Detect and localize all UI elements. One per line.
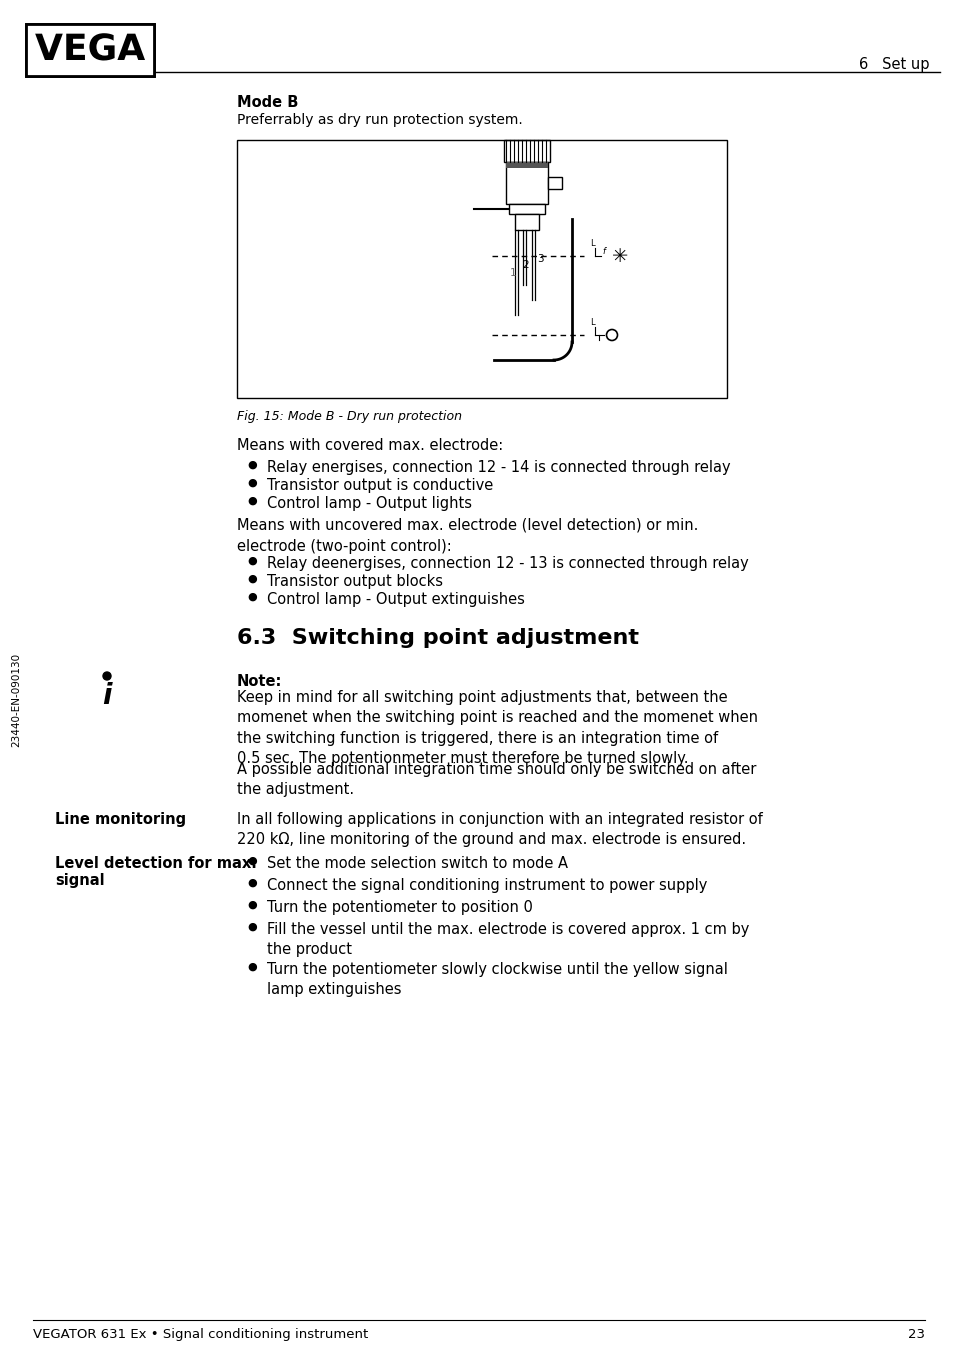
Bar	[509, 204, 544, 214]
Bar	[503, 139, 550, 162]
Text: L: L	[589, 240, 594, 248]
Text: ●: ●	[247, 922, 256, 932]
Text: ●: ●	[247, 961, 256, 972]
Text: ●: ●	[247, 877, 256, 888]
Text: Note:: Note:	[236, 674, 282, 689]
Text: Relay energises, connection 12 - 14 is connected through relay: Relay energises, connection 12 - 14 is c…	[267, 460, 730, 475]
Text: Set the mode selection switch to mode A: Set the mode selection switch to mode A	[267, 856, 567, 871]
Circle shape	[103, 672, 111, 680]
Text: A possible additional integration time should only be switched on after
the adju: A possible additional integration time s…	[236, 762, 756, 798]
Text: ●: ●	[247, 496, 256, 506]
Text: Level detection for max.
signal: Level detection for max. signal	[55, 856, 256, 888]
Text: ✳: ✳	[612, 246, 628, 265]
Text: VEGATOR 631 Ex • Signal conditioning instrument: VEGATOR 631 Ex • Signal conditioning ins…	[33, 1328, 368, 1340]
Text: Preferrably as dry run protection system.: Preferrably as dry run protection system…	[236, 112, 522, 127]
Text: ●: ●	[247, 478, 256, 487]
Text: 23: 23	[907, 1328, 924, 1340]
Bar	[515, 214, 538, 230]
Text: Control lamp - Output extinguishes: Control lamp - Output extinguishes	[267, 592, 524, 607]
Text: 2: 2	[522, 260, 529, 269]
Bar	[505, 162, 547, 168]
Text: 3: 3	[537, 255, 543, 264]
Bar	[505, 162, 547, 204]
Text: ●: ●	[247, 900, 256, 910]
Text: Fig. 15: Mode B - Dry run protection: Fig. 15: Mode B - Dry run protection	[236, 410, 461, 422]
Text: Means with uncovered max. electrode (level detection) or min.
electrode (two-poi: Means with uncovered max. electrode (lev…	[236, 519, 698, 554]
Text: Turn the potentiometer slowly clockwise until the yellow signal
lamp extinguishe: Turn the potentiometer slowly clockwise …	[267, 961, 727, 997]
Text: Connect the signal conditioning instrument to power supply: Connect the signal conditioning instrume…	[267, 877, 706, 894]
Text: ●: ●	[247, 856, 256, 867]
Bar	[236, 139, 726, 398]
Text: ●: ●	[247, 574, 256, 584]
Text: Mode B: Mode B	[236, 95, 298, 110]
Text: 6.3  Switching point adjustment: 6.3 Switching point adjustment	[236, 628, 639, 649]
Text: L: L	[589, 318, 594, 328]
Text: Line monitoring: Line monitoring	[55, 812, 186, 827]
Text: Relay deenergises, connection 12 - 13 is connected through relay: Relay deenergises, connection 12 - 13 is…	[267, 556, 748, 571]
Text: ●: ●	[247, 592, 256, 603]
Text: Transistor output is conductive: Transistor output is conductive	[267, 478, 493, 493]
Text: 1: 1	[509, 268, 516, 278]
Text: i: i	[102, 682, 112, 709]
Text: Control lamp - Output lights: Control lamp - Output lights	[267, 496, 472, 510]
Text: 23440-EN-090130: 23440-EN-090130	[11, 653, 21, 747]
Text: Turn the potentiometer to position 0: Turn the potentiometer to position 0	[267, 900, 533, 915]
Text: f: f	[601, 248, 604, 256]
Text: In all following applications in conjunction with an integrated resistor of
220 : In all following applications in conjunc…	[236, 812, 762, 848]
Bar	[547, 177, 561, 190]
Text: ●: ●	[247, 556, 256, 566]
Text: Means with covered max. electrode:: Means with covered max. electrode:	[236, 437, 503, 454]
Text: 6   Set up: 6 Set up	[859, 57, 929, 73]
Text: Transistor output blocks: Transistor output blocks	[267, 574, 442, 589]
Text: VEGA: VEGA	[35, 32, 145, 66]
Text: Keep in mind for all switching point adjustments that, between the
momenet when : Keep in mind for all switching point adj…	[236, 691, 758, 766]
Text: Fill the vessel until the max. electrode is covered approx. 1 cm by
the product: Fill the vessel until the max. electrode…	[267, 922, 749, 957]
Text: ●: ●	[247, 460, 256, 470]
Text: VEGA: VEGA	[35, 32, 145, 66]
